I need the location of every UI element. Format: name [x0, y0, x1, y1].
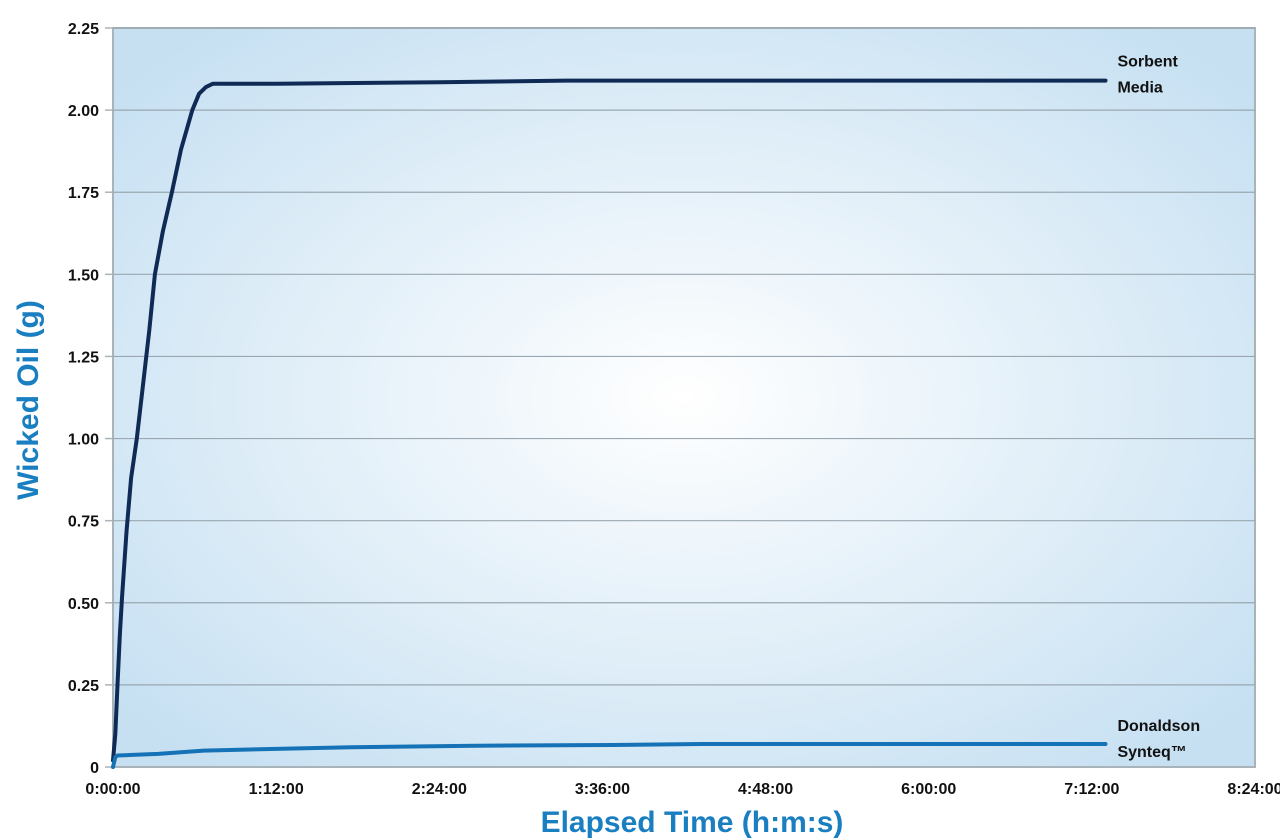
y-tick-label: 0.25	[68, 678, 99, 695]
x-tick-label: 1:12:00	[249, 781, 304, 798]
y-tick-label: 0.75	[68, 514, 99, 531]
x-tick-label: 7:12:00	[1064, 781, 1119, 798]
y-tick-label: 2.00	[68, 103, 99, 120]
x-tick-label: 3:36:00	[575, 781, 630, 798]
y-tick-label: 1.25	[68, 349, 99, 366]
y-tick-label: 0.50	[68, 596, 99, 613]
x-tick-label: 6:00:00	[901, 781, 956, 798]
y-tick-label: 0	[90, 760, 99, 777]
y-tick-label: 1.00	[68, 432, 99, 449]
x-tick-label: 8:24:00	[1227, 781, 1280, 798]
x-tick-label: 2:24:00	[412, 781, 467, 798]
y-axis-title: Wicked Oil (g)	[12, 300, 45, 500]
y-tick-label: 2.25	[68, 21, 99, 38]
x-tick-label: 4:48:00	[738, 781, 793, 798]
series-label: Sorbent Media	[1117, 54, 1178, 97]
series-label: Donaldson Synteq™	[1117, 718, 1200, 761]
x-tick-label: 0:00:00	[85, 781, 140, 798]
x-axis-title: Elapsed Time (h:m:s)	[541, 806, 844, 839]
y-tick-label: 1.50	[68, 267, 99, 284]
plot-area	[112, 27, 1256, 768]
y-tick-label: 1.75	[68, 185, 99, 202]
series-line-1	[111, 742, 1108, 769]
series-line-0	[111, 78, 1108, 763]
